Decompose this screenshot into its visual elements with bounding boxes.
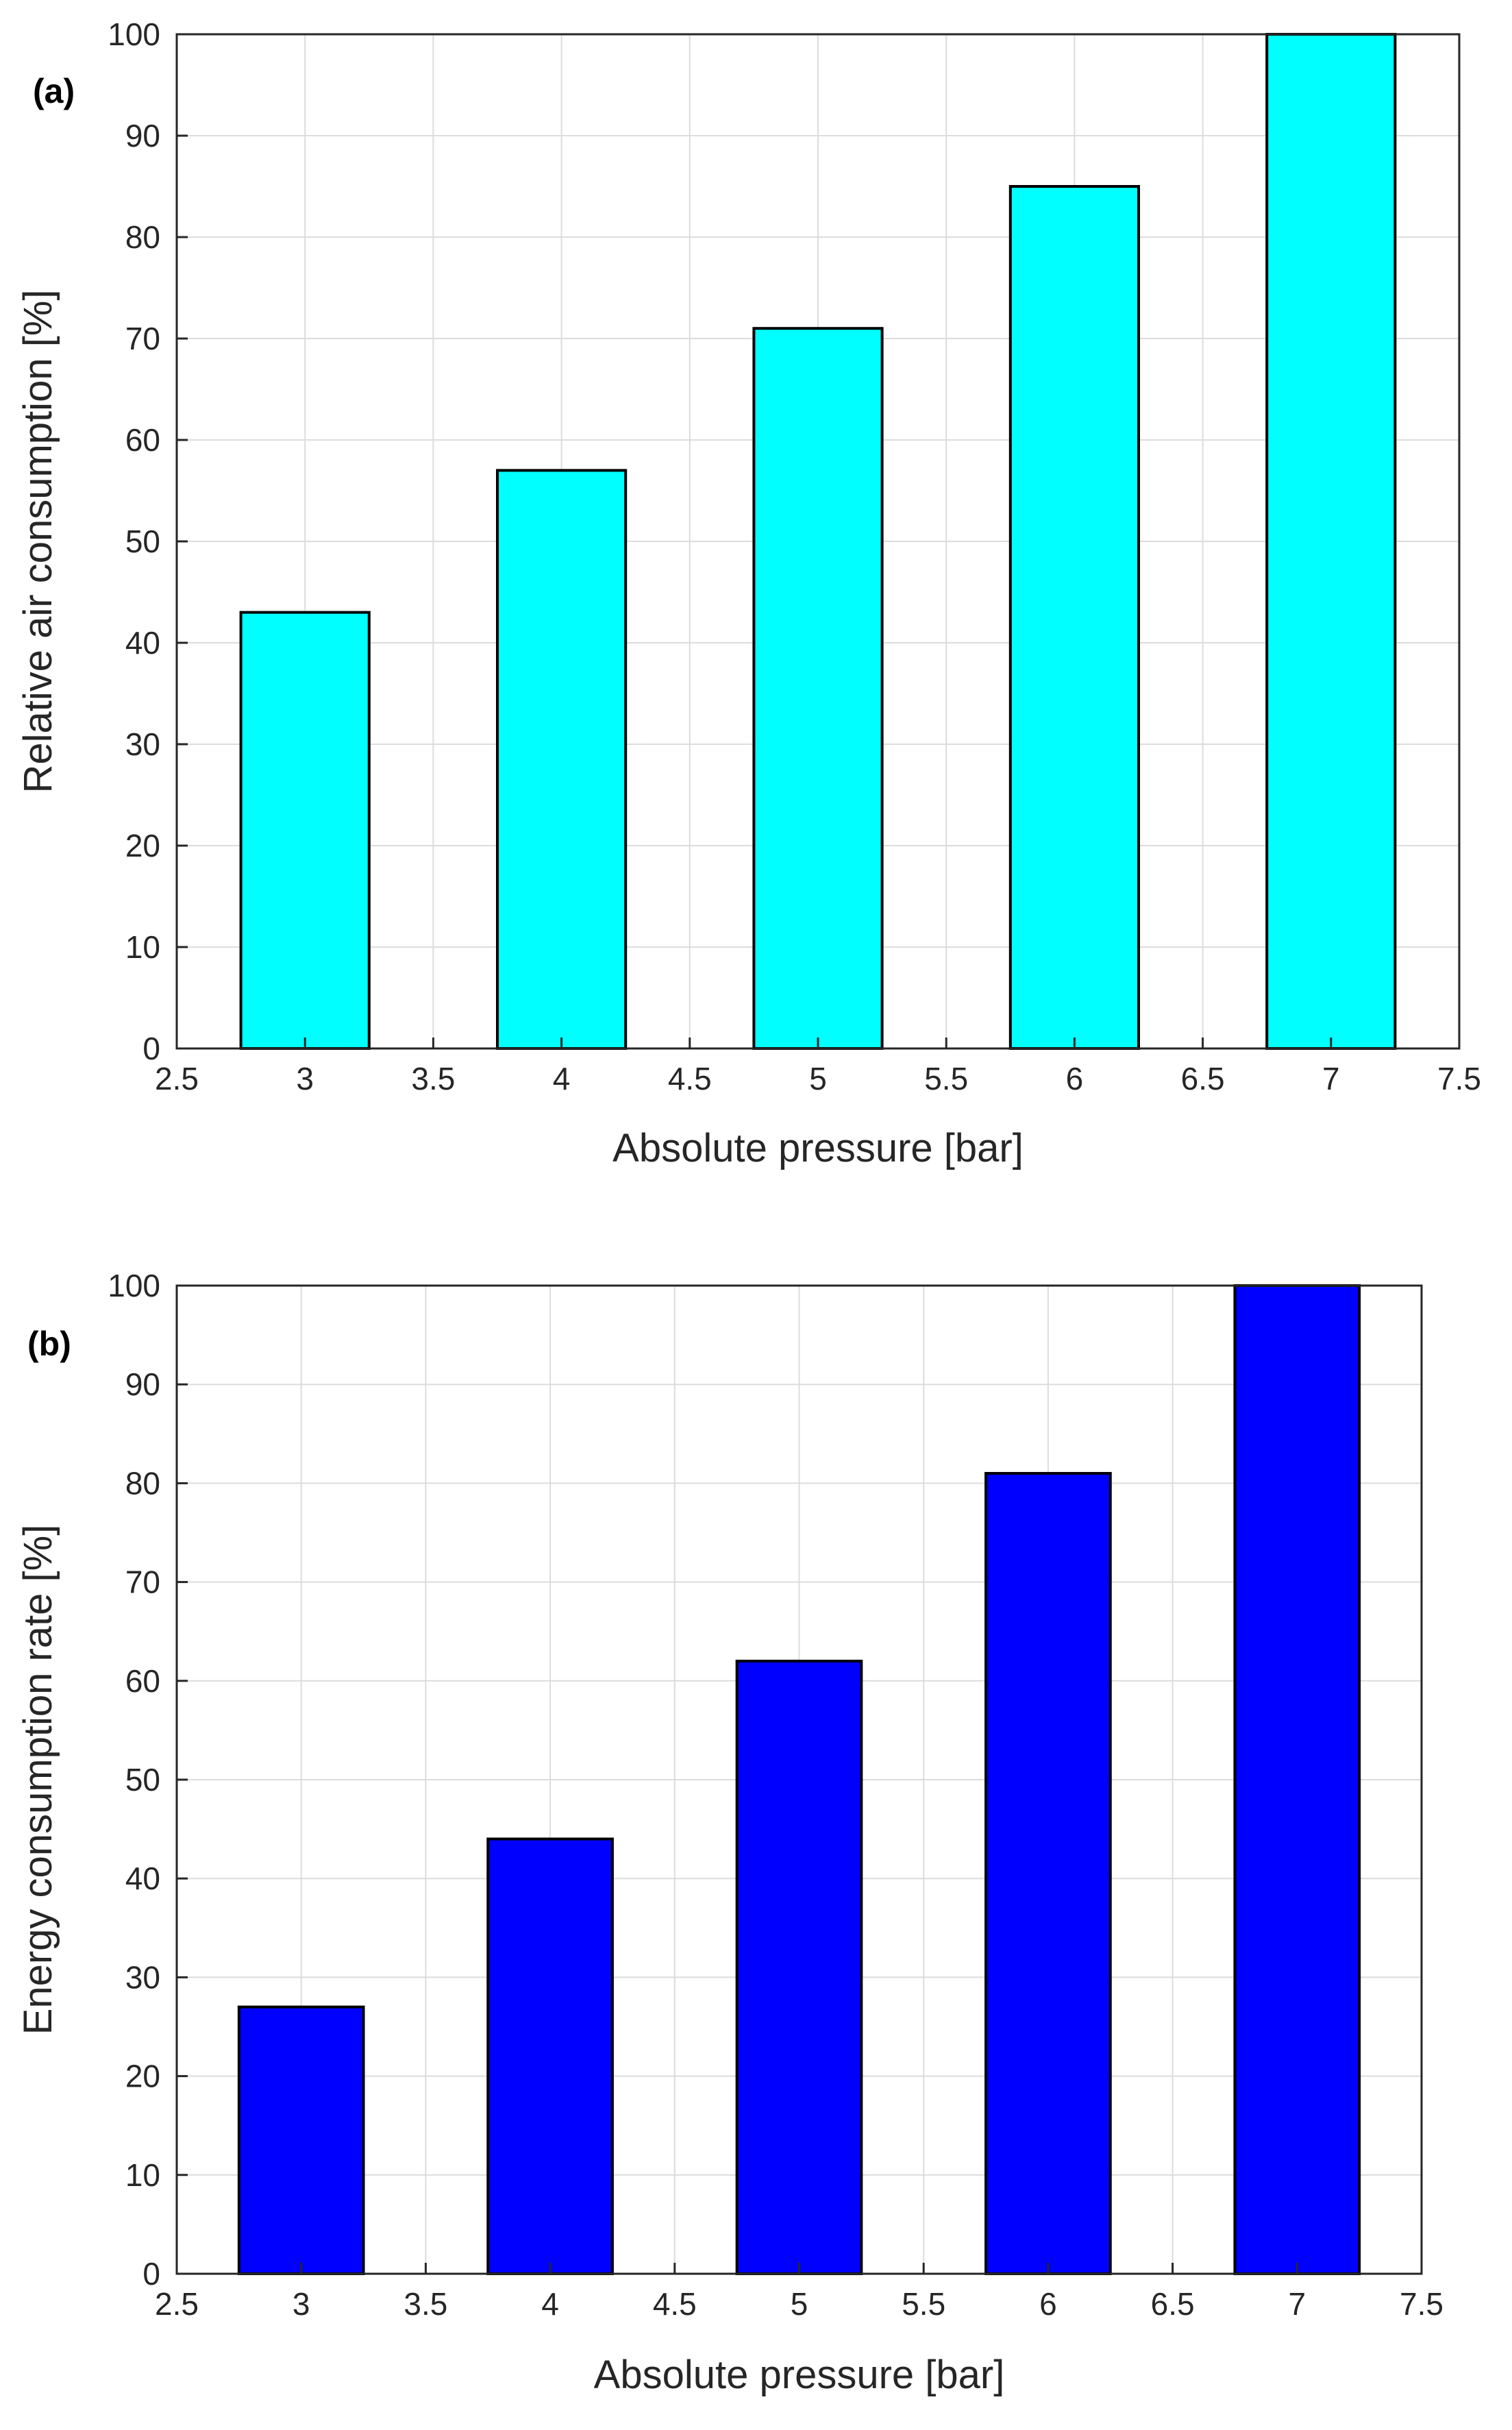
bar-3 (239, 611, 371, 1050)
y-tick-label: 20 (125, 2059, 160, 2094)
y-tick-label: 30 (125, 1959, 160, 1995)
y-tick-label: 10 (125, 2157, 160, 2193)
bar-3 (237, 2005, 365, 2276)
panel-label: (b) (27, 1325, 71, 1363)
x-tick-label: 7.5 (1400, 2286, 1443, 2322)
x-tick-label: 4 (553, 1061, 571, 1096)
chart-a: 2.5 3 3.5 4 4.5 5 5.5 6 6.5 7 7.5 0 10 20 30 40 50 60 70 80… (16, 16, 1481, 1170)
y-tick-label: 50 (125, 1762, 160, 1797)
x-axis-label: Absolute pressure [bar] (594, 2353, 1005, 2397)
y-tick-label: 30 (125, 726, 160, 762)
y-tick-label: 60 (125, 1663, 160, 1699)
x-tick-label: 3 (296, 1061, 314, 1096)
y-tick-label: 10 (125, 929, 160, 965)
x-tick-label: 7.5 (1437, 1061, 1481, 1096)
x-tick-label: 4.5 (653, 2286, 697, 2322)
y-tick-label: 80 (125, 1465, 160, 1501)
x-tick-label: 3.5 (411, 1061, 455, 1096)
bar-6 (984, 1471, 1112, 2276)
bar-7 (1265, 33, 1397, 1050)
x-tick-label: 3 (293, 2286, 310, 2322)
x-tick-label: 6 (1039, 2286, 1057, 2322)
chart-b: 2.5 3 3.5 4 4.5 5 5.5 6 6.5 7 7.5 0 10 20 30 40 50 60 70 80… (16, 1268, 1443, 2397)
bar-6 (1008, 185, 1141, 1050)
bar-4 (496, 469, 628, 1050)
y-tick-label: 40 (125, 625, 160, 661)
x-tick-label: 5.5 (902, 2286, 945, 2322)
x-tick-label: 5 (809, 1061, 827, 1096)
y-tick-label: 90 (125, 1366, 160, 1402)
y-tick-label: 70 (125, 321, 160, 356)
x-tick-label: 2.5 (155, 2286, 199, 2322)
y-tick-label: 50 (125, 524, 160, 559)
y-axis-label: Relative air consumption [%] (16, 290, 60, 794)
x-tick-label: 6.5 (1181, 1061, 1225, 1096)
bar-7 (1233, 1284, 1361, 2275)
y-tick-label: 80 (125, 219, 160, 255)
x-tick-label: 6 (1066, 1061, 1084, 1096)
x-tick-label: 2.5 (155, 1061, 199, 1096)
bar-4 (486, 1837, 614, 2275)
bar-5 (735, 1659, 863, 2275)
y-tick-label: 0 (142, 2256, 160, 2292)
bar-5 (752, 327, 884, 1051)
y-axis-label: Energy consumption rate [%] (16, 1525, 60, 2035)
panel-label: (a) (33, 72, 75, 110)
x-tick-label: 5 (791, 2286, 808, 2322)
y-tick-label: 100 (108, 1268, 160, 1303)
y-tick-label: 0 (142, 1031, 160, 1066)
x-tick-label: 4 (541, 2286, 559, 2322)
y-tick-label: 90 (125, 118, 160, 154)
x-tick-label: 5.5 (924, 1061, 968, 1096)
y-tick-label: 20 (125, 828, 160, 863)
x-tick-label: 3.5 (404, 2286, 447, 2322)
x-tick-label: 7 (1322, 1061, 1340, 1096)
y-tick-label: 40 (125, 1861, 160, 1896)
y-tick-label: 60 (125, 422, 160, 458)
x-tick-label: 4.5 (668, 1061, 712, 1096)
x-axis-label: Absolute pressure [bar] (612, 1126, 1024, 1170)
y-tick-label: 100 (108, 16, 160, 52)
x-tick-label: 6.5 (1151, 2286, 1195, 2322)
y-tick-label: 70 (125, 1564, 160, 1600)
x-tick-label: 7 (1289, 2286, 1306, 2322)
